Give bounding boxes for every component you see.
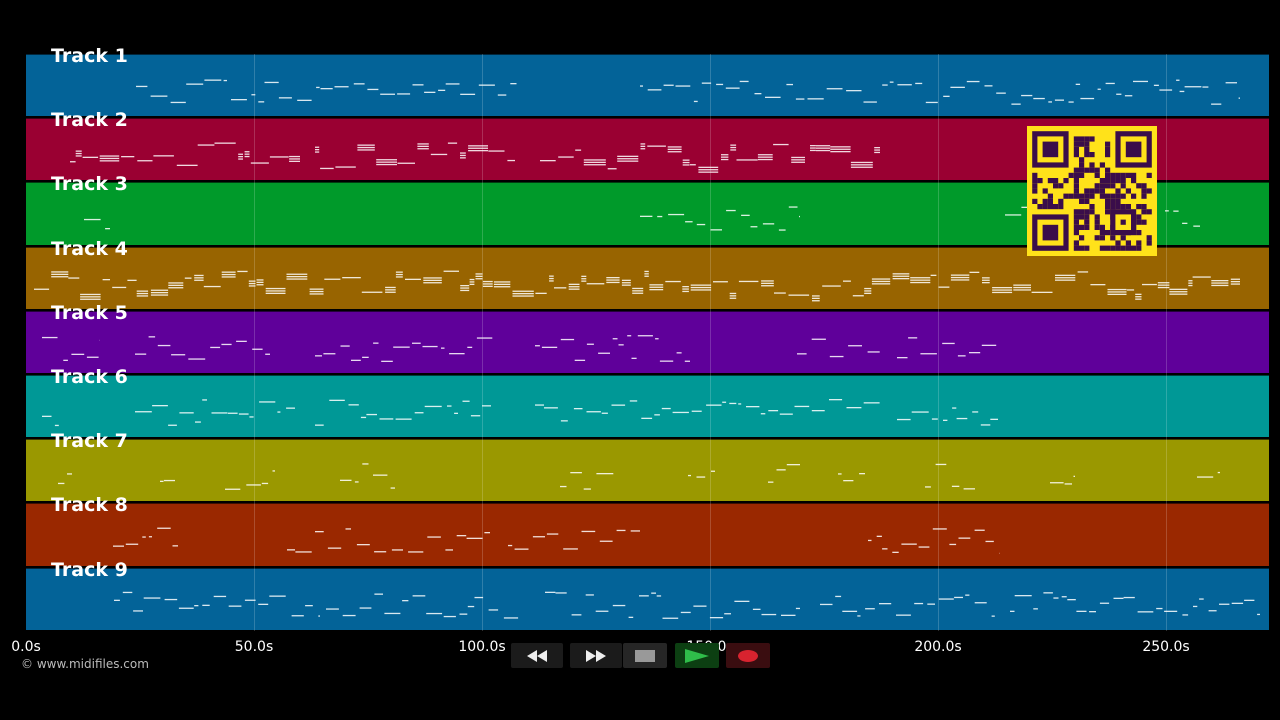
rewind-button[interactable] bbox=[511, 643, 563, 668]
record-button[interactable] bbox=[726, 643, 770, 668]
grid-line bbox=[1166, 54, 1167, 631]
copyright-text: © www.midifiles.com bbox=[21, 657, 149, 671]
track-label: Track 8 bbox=[51, 494, 128, 517]
track-label: Track 5 bbox=[51, 301, 128, 324]
grid-line bbox=[254, 54, 255, 631]
stop-button[interactable] bbox=[623, 643, 667, 668]
track-lane[interactable] bbox=[26, 503, 1269, 566]
track-label: Track 7 bbox=[51, 430, 128, 453]
track-lane[interactable] bbox=[26, 439, 1269, 502]
qr-code-image[interactable] bbox=[1027, 126, 1157, 256]
grid-line bbox=[482, 54, 483, 631]
fast-forward-icon bbox=[586, 649, 606, 662]
time-tick-label: 250.0s bbox=[1142, 639, 1190, 655]
record-icon bbox=[738, 649, 758, 662]
time-tick-label: 0.0s bbox=[11, 639, 41, 655]
stop-icon bbox=[635, 649, 655, 662]
time-tick-label: 100.0s bbox=[458, 639, 506, 655]
time-tick-label: 50.0s bbox=[234, 639, 274, 655]
fast-forward-button[interactable] bbox=[570, 643, 622, 668]
track-label: Track 2 bbox=[51, 109, 128, 132]
track-lane[interactable] bbox=[26, 310, 1269, 373]
rewind-icon bbox=[527, 649, 547, 662]
track-lane[interactable] bbox=[26, 54, 1269, 117]
track-label: Track 4 bbox=[51, 237, 128, 260]
play-icon bbox=[685, 648, 709, 663]
track-label: Track 3 bbox=[51, 173, 128, 196]
time-tick-label: 200.0s bbox=[914, 639, 962, 655]
track-label: Track 1 bbox=[51, 45, 128, 67]
track-lane[interactable] bbox=[26, 375, 1269, 438]
grid-line bbox=[938, 54, 939, 631]
track-label: Track 9 bbox=[51, 558, 128, 581]
play-button[interactable] bbox=[675, 643, 719, 668]
grid-line bbox=[710, 54, 711, 631]
track-lane[interactable] bbox=[26, 567, 1269, 630]
track-label: Track 6 bbox=[51, 366, 128, 388]
